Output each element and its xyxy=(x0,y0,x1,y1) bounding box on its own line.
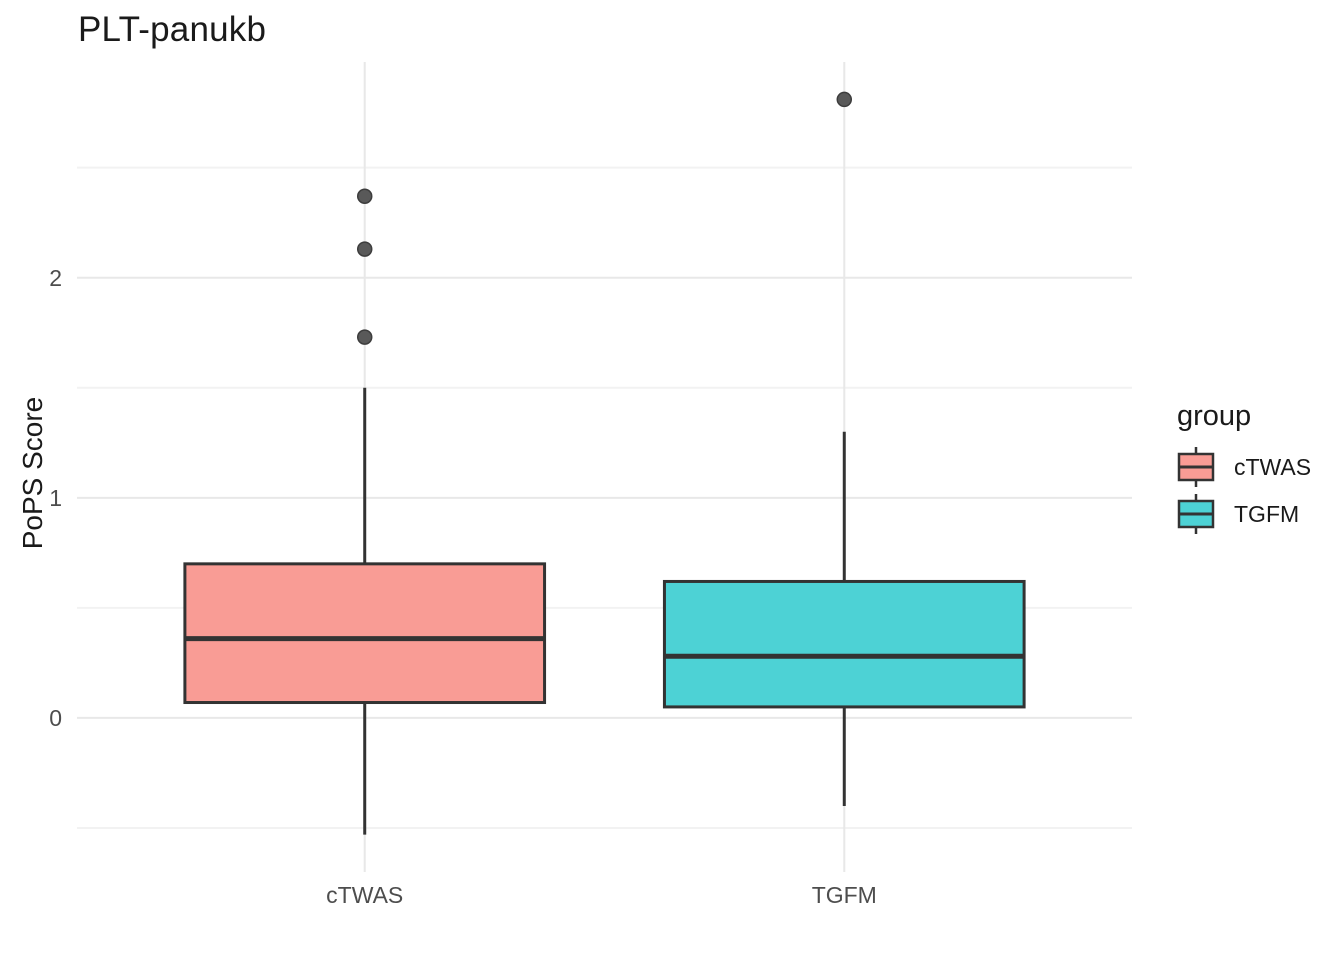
outlier-point xyxy=(356,329,373,345)
legend-label-tgfm: TGFM xyxy=(1234,500,1300,527)
box-ctwas xyxy=(183,562,547,705)
legend-label-ctwas: cTWAS xyxy=(1234,453,1312,480)
y-tick-label: 2 xyxy=(49,264,62,291)
plot-title: PLT-panukb xyxy=(78,10,267,49)
y-tick-label: 0 xyxy=(49,704,62,731)
legend-key-boxplot-icon xyxy=(1177,494,1215,534)
legend-title: group xyxy=(1177,400,1252,432)
x-tick-label: cTWAS xyxy=(326,882,404,908)
legend: group cTWAS TGFM xyxy=(1177,400,1311,541)
outlier-point xyxy=(356,241,373,257)
y-axis-title: PoPS Score xyxy=(17,396,48,550)
outlier-point xyxy=(356,188,373,205)
y-tick-label: 1 xyxy=(49,484,62,511)
outlier-point xyxy=(836,91,853,108)
legend-item-ctwas: cTWAS xyxy=(1177,447,1311,487)
legend-item-tgfm: TGFM xyxy=(1177,494,1311,534)
box-tgfm xyxy=(662,579,1026,709)
legend-key-boxplot-icon xyxy=(1177,447,1215,487)
x-tick-label: TGFM xyxy=(811,882,877,908)
